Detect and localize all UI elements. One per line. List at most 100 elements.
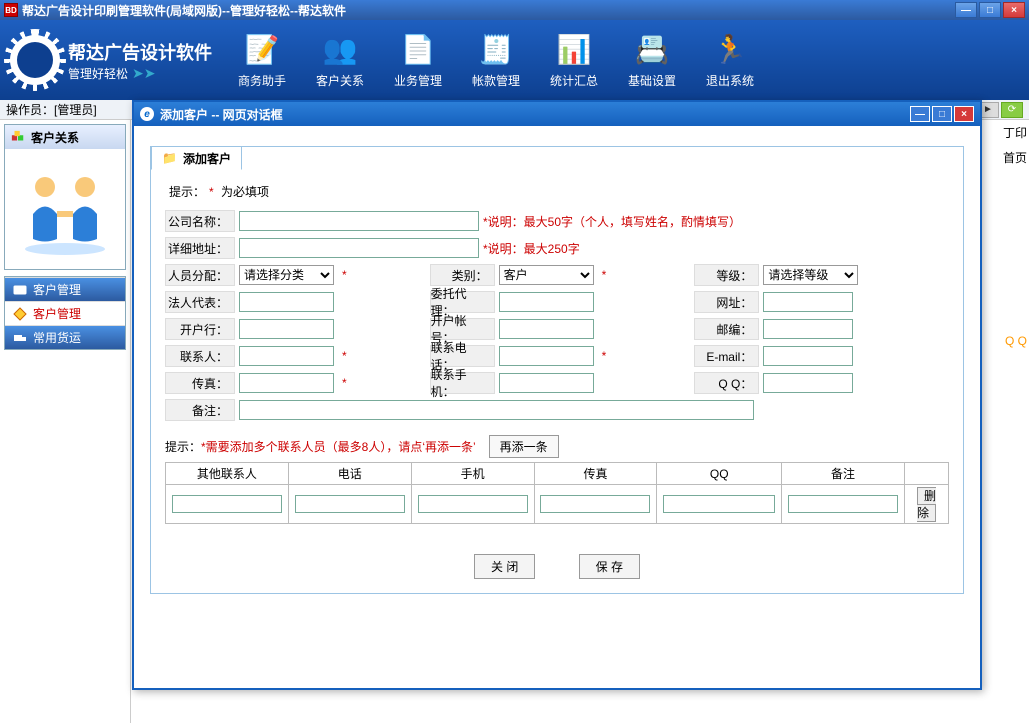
input-extra-contact[interactable] — [172, 495, 282, 513]
input-mobile[interactable] — [499, 373, 594, 393]
toolbar-label: 帐款管理 — [472, 72, 520, 89]
table-header — [905, 463, 949, 485]
toolbar-item-2[interactable]: 📄 业务管理 — [388, 32, 448, 89]
table-row: 删除 — [166, 485, 949, 524]
input-legal[interactable] — [239, 292, 334, 312]
contact-table: 其他联系人电话手机传真QQ备注 删除 — [165, 462, 949, 524]
input-address[interactable] — [239, 238, 479, 258]
add-customer-dialog: e 添加客户 -- 网页对话框 — □ × 📁 添加客户 提示：* 为必填项 公… — [132, 100, 982, 690]
table-header: 备注 — [782, 463, 905, 485]
maximize-button[interactable]: □ — [979, 2, 1001, 18]
form-container: 📁 添加客户 提示：* 为必填项 公司名称： *说明：最大50字（个人，填写姓名… — [150, 146, 964, 594]
sidebar-illustration — [5, 149, 125, 269]
select-type[interactable]: 客户 — [499, 265, 594, 285]
toolbar-icon: 📝 — [244, 32, 280, 68]
input-url[interactable] — [763, 292, 853, 312]
note-address: *说明：最大250字 — [483, 240, 580, 257]
label-bank: 开户行： — [165, 318, 235, 340]
dialog-close-button[interactable]: × — [954, 106, 974, 122]
input-extra-mobile[interactable] — [418, 495, 528, 513]
input-zip[interactable] — [763, 319, 853, 339]
diamond-icon — [13, 307, 27, 321]
operator-label: 操作员： — [6, 101, 54, 118]
logo-subtitle: 管理好轻松➤➤ — [68, 65, 212, 82]
left-sidebar: 客户关系 客户管理 客户管理 — [0, 120, 130, 723]
toolbar-item-4[interactable]: 📊统计汇总 — [544, 32, 604, 89]
label-fax: 传真： — [165, 372, 235, 394]
label-remark: 备注： — [165, 399, 235, 421]
sidebar-panel-header: 客户关系 — [5, 125, 125, 149]
minimize-button[interactable]: — — [955, 2, 977, 18]
toolbar-icon: 📄 — [400, 32, 436, 68]
input-bank[interactable] — [239, 319, 334, 339]
input-extra-qq[interactable] — [663, 495, 775, 513]
select-grade[interactable]: 请选择等级 — [763, 265, 858, 285]
toolbar-icon: 👥 — [322, 32, 358, 68]
label-address: 详细地址： — [165, 237, 235, 259]
toolbar-label: 业务管理 — [394, 72, 442, 89]
toolbar-label: 退出系统 — [706, 72, 754, 89]
toolbar-icon: 🧾 — [478, 32, 514, 68]
truck-icon — [13, 331, 27, 345]
label-zip: 邮编： — [694, 318, 759, 340]
label-url: 网址： — [694, 291, 759, 313]
input-fax[interactable] — [239, 373, 334, 393]
logo: 帮达广告设计软件 管理好轻松➤➤ — [10, 35, 212, 85]
sidebar-item-label: 常用货运 — [33, 329, 81, 346]
close-form-button[interactable]: 关 闭 — [474, 554, 535, 579]
sidebar-item-customer-2[interactable]: 客户管理 — [5, 301, 125, 325]
input-phone[interactable] — [499, 346, 594, 366]
input-agent[interactable] — [499, 292, 594, 312]
label-phone: 联系电话： — [430, 345, 495, 367]
input-email[interactable] — [763, 346, 853, 366]
operator-user: [管理员] — [54, 101, 97, 118]
label-mobile: 联系手机： — [430, 372, 495, 394]
ie-icon: e — [140, 107, 154, 121]
input-remark[interactable] — [239, 400, 754, 420]
label-qq: Q Q： — [694, 372, 759, 394]
input-extra-fax[interactable] — [540, 495, 650, 513]
card-icon — [13, 283, 27, 297]
dialog-maximize-button[interactable]: □ — [932, 106, 952, 122]
note-company: *说明：最大50字（个人，填写姓名，酌情填写） — [483, 213, 741, 230]
toolbar-item-0[interactable]: 📝 商务助手 — [232, 32, 292, 89]
label-company: 公司名称： — [165, 210, 235, 232]
table-header: QQ — [657, 463, 782, 485]
sidebar-item-customer-1[interactable]: 客户管理 — [5, 277, 125, 301]
form-tab: 📁 添加客户 — [151, 146, 242, 170]
sidebar-item-shipping[interactable]: 常用货运 — [5, 325, 125, 349]
input-qq[interactable] — [763, 373, 853, 393]
main-toolbar: 帮达广告设计软件 管理好轻松➤➤ 📝 商务助手 👥 客户关系 📄 业务管理 🧾 帐款管理 📊统计… — [0, 20, 1029, 100]
input-company[interactable] — [239, 211, 479, 231]
nav-refresh-button[interactable]: ⟳ — [1001, 102, 1023, 118]
toolbar-label: 商务助手 — [238, 72, 286, 89]
toolbar-item-5[interactable]: 📇基础设置 — [622, 32, 682, 89]
select-category[interactable]: 请选择分类 — [239, 265, 334, 285]
toolbar-icon: 🏃 — [712, 32, 748, 68]
form-tab-label: 添加客户 — [183, 150, 231, 167]
input-account[interactable] — [499, 319, 594, 339]
main-window-titlebar: BD 帮达广告设计印刷管理软件(局域网版)--管理好轻松--帮达软件 — □ × — [0, 0, 1029, 20]
peek-print: 丁印 — [979, 120, 1029, 145]
input-extra-remark[interactable] — [788, 495, 898, 513]
logo-title: 帮达广告设计软件 — [68, 39, 212, 65]
delete-row-button[interactable]: 删除 — [917, 487, 936, 522]
dialog-title: 添加客户 -- 网页对话框 — [160, 106, 283, 123]
sidebar-item-label: 客户管理 — [33, 281, 81, 298]
table-header: 传真 — [534, 463, 657, 485]
input-contact[interactable] — [239, 346, 334, 366]
folder-icon: 📁 — [162, 151, 177, 165]
toolbar-item-6[interactable]: 🏃 退出系统 — [700, 32, 760, 89]
save-button[interactable]: 保 存 — [579, 554, 640, 579]
table-header: 其他联系人 — [166, 463, 289, 485]
toolbar-label: 客户关系 — [316, 72, 364, 89]
dialog-minimize-button[interactable]: — — [910, 106, 930, 122]
right-peek: 丁印 首页 Q Q — [979, 120, 1029, 352]
toolbar-item-1[interactable]: 👥 客户关系 — [310, 32, 370, 89]
peek-page: 首页 — [979, 145, 1029, 170]
label-account: 开户帐号： — [430, 318, 495, 340]
input-extra-phone[interactable] — [295, 495, 405, 513]
add-contact-button[interactable]: 再添一条 — [489, 435, 559, 458]
close-button[interactable]: × — [1003, 2, 1025, 18]
toolbar-item-3[interactable]: 🧾 帐款管理 — [466, 32, 526, 89]
